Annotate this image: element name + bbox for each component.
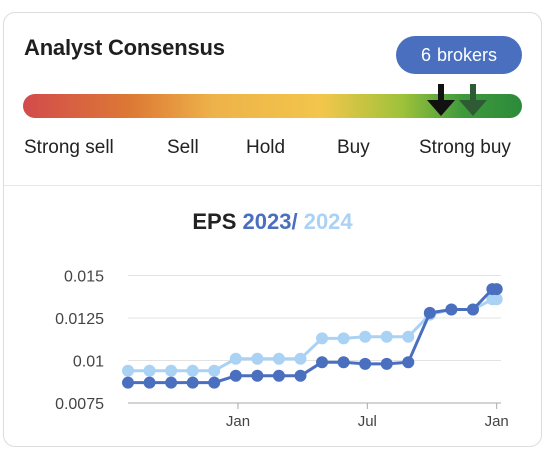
data-point-2024 [122,364,134,377]
data-point-2023 [294,369,307,382]
series-line-2023 [128,287,497,385]
card-title: Analyst Consensus [24,35,225,60]
eps-title-prefix: EPS [192,209,237,234]
y-tick-label: 0.0075 [55,396,104,413]
brokers-count: 6 [420,44,431,65]
data-point-2024 [143,364,156,377]
eps-title-year1: 2023 [242,209,292,234]
data-point-2023 [165,376,178,389]
brokers-label: brokers [436,44,498,65]
data-point-2024 [208,364,221,377]
data-point-2024 [186,364,199,377]
data-point-2024 [359,330,372,343]
brokers-badge[interactable]: 6 brokers [396,36,522,74]
data-point-2023 [122,376,134,389]
x-tick-label: Jul [358,413,377,430]
data-point-2024 [294,352,307,365]
eps-title-separator: / [291,209,298,234]
label-sell: Sell [167,137,199,158]
data-point-2024 [165,364,178,377]
previous-consensus-arrow-icon [459,84,487,116]
data-point-2023 [251,369,264,382]
data-point-2023 [143,376,156,389]
current-consensus-arrow-icon [427,84,455,116]
label-hold: Hold [246,137,286,158]
eps-chart-title: EPS 2023/ 2024 [4,209,541,235]
data-point-2023 [402,356,415,369]
data-point-2023 [380,357,393,370]
data-point-2023 [359,357,372,370]
data-point-2023 [423,306,436,319]
data-point-2024 [490,293,503,306]
eps-line-chart: 0.015 0.0125 0.01 0.0075 Jan Jul Jan [55,269,509,431]
label-buy: Buy [337,137,370,158]
data-point-2023 [272,369,285,382]
y-tick-label: 0.015 [64,269,104,286]
eps-title-year2: 2024 [303,209,353,234]
data-point-2023 [490,283,503,296]
y-tick-label: 0.01 [73,354,104,371]
data-point-2023 [229,369,242,382]
x-tick-label: Jan [485,413,509,430]
data-point-2024 [229,352,242,365]
x-tick-label: Jan [226,413,250,430]
y-tick-label: 0.0125 [55,311,104,328]
data-point-2024 [402,330,415,343]
section-divider [4,185,541,186]
analyst-consensus-card: Analyst Consensus 6 brokers Strong sell … [3,12,542,447]
data-point-2023 [466,303,479,316]
data-point-2024 [380,330,393,343]
data-point-2023 [316,356,329,369]
label-strong-sell: Strong sell [24,137,114,158]
data-point-2024 [251,352,264,365]
data-point-2023 [186,376,199,389]
data-point-2023 [208,376,221,389]
data-point-2024 [337,332,350,345]
data-point-2023 [445,303,458,316]
data-point-2024 [316,332,329,345]
data-point-2024 [272,352,285,365]
label-strong-buy: Strong buy [419,137,511,158]
data-point-2023 [337,356,350,369]
